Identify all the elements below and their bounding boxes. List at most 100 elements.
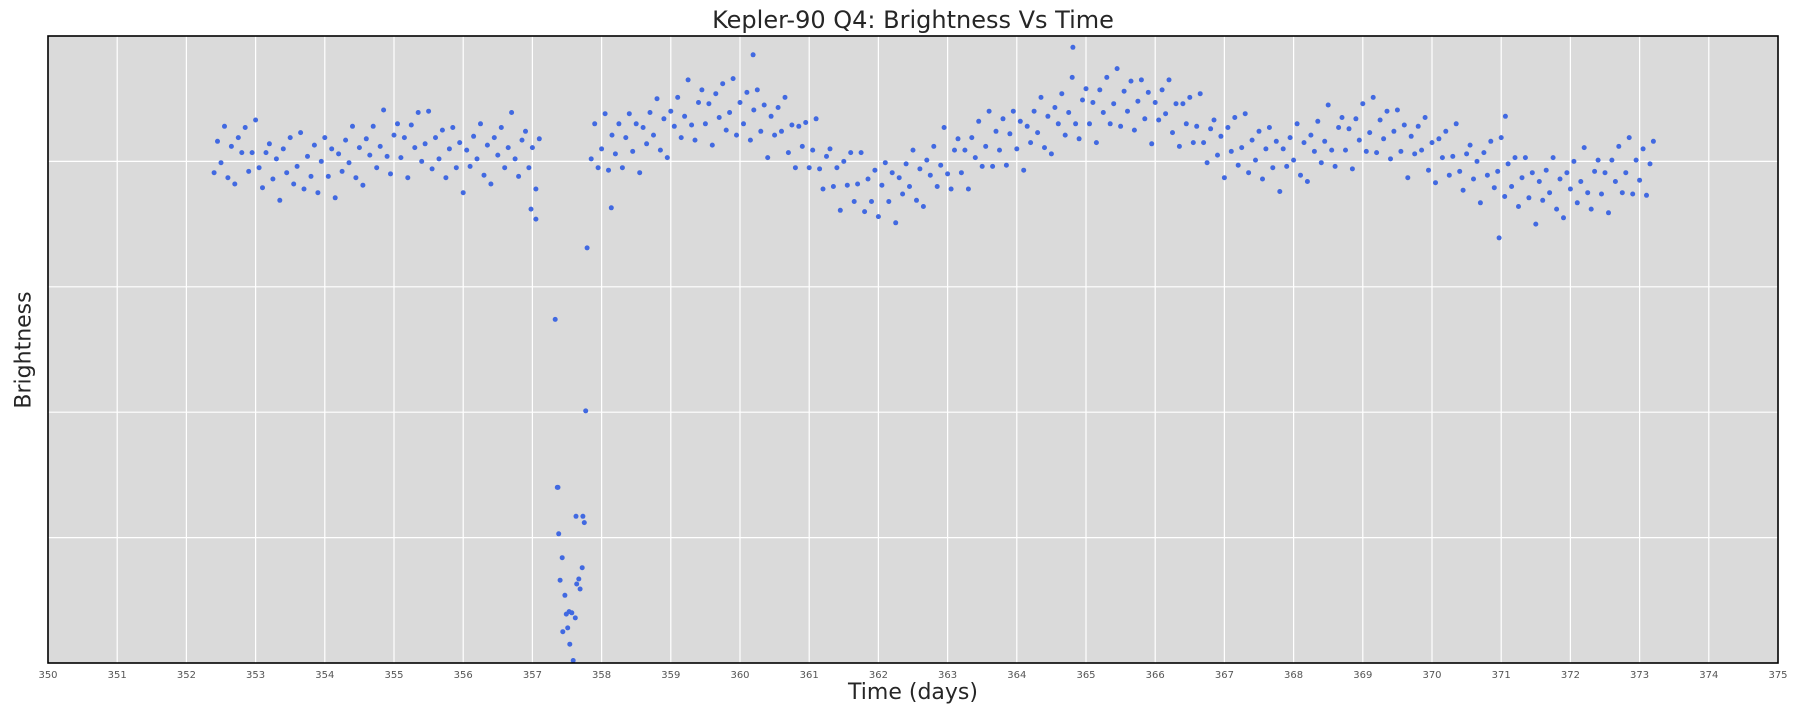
data-point [824, 153, 829, 159]
data-point [799, 143, 805, 149]
data-point [1450, 153, 1456, 159]
data-point [1277, 189, 1283, 194]
data-point [1336, 125, 1342, 130]
data-point [509, 110, 515, 115]
data-point [1059, 91, 1065, 97]
data-point [488, 181, 494, 187]
data-point [1647, 161, 1653, 167]
data-point [865, 176, 871, 182]
x-tick-label: 360 [730, 670, 749, 681]
data-point [1644, 192, 1649, 198]
data-point [557, 577, 563, 583]
data-point [1460, 187, 1466, 193]
data-point [1311, 148, 1317, 154]
data-point [1287, 135, 1293, 141]
data-point [1048, 151, 1054, 157]
data-point [1391, 128, 1397, 134]
data-point [623, 135, 629, 141]
data-point [772, 132, 778, 138]
data-point [1612, 179, 1618, 184]
data-point [318, 158, 324, 164]
data-point [1304, 179, 1310, 184]
data-point [1519, 175, 1525, 181]
data-point [775, 105, 781, 110]
data-point [260, 185, 265, 191]
data-point [474, 156, 480, 162]
data-point [1194, 123, 1200, 129]
data-point [1125, 108, 1130, 114]
data-point [308, 173, 314, 179]
data-point [820, 186, 826, 192]
data-point [332, 195, 338, 201]
data-point [920, 204, 926, 209]
data-point [1024, 123, 1030, 129]
data-point [747, 137, 753, 143]
data-point [395, 121, 400, 127]
data-point [1481, 150, 1487, 156]
data-point [559, 555, 565, 561]
data-point [1097, 87, 1103, 93]
x-tick-label: 368 [1284, 670, 1303, 681]
data-point [336, 151, 342, 157]
data-point [249, 150, 255, 156]
data-point [1405, 175, 1411, 181]
data-point [533, 186, 539, 192]
data-point [1388, 156, 1393, 162]
data-point [1363, 148, 1369, 154]
data-point [685, 77, 691, 83]
data-point [1370, 94, 1376, 100]
data-point [353, 175, 359, 181]
data-point [595, 165, 601, 171]
data-point [1232, 115, 1238, 120]
data-point [727, 110, 733, 115]
data-point [1422, 115, 1428, 120]
data-point [1062, 132, 1068, 138]
data-point [1208, 126, 1214, 132]
data-point [706, 101, 712, 107]
data-point [1446, 172, 1452, 178]
data-point [1315, 118, 1321, 124]
data-point [1218, 133, 1224, 139]
data-point [879, 182, 885, 188]
data-point [955, 136, 961, 142]
data-point [1318, 160, 1324, 166]
data-point [419, 158, 425, 164]
data-point [350, 123, 355, 129]
data-point [555, 484, 561, 490]
data-point [1073, 121, 1079, 127]
data-point [588, 156, 594, 162]
data-point [608, 205, 614, 211]
data-point [1187, 94, 1193, 100]
data-point [779, 128, 784, 134]
data-point [768, 113, 774, 119]
data-point [478, 121, 483, 127]
data-point [1163, 111, 1169, 117]
data-point [1471, 176, 1476, 182]
data-point [983, 143, 989, 149]
x-tick-label: 371 [1492, 670, 1511, 681]
data-point [1626, 135, 1632, 141]
data-point [806, 165, 812, 171]
data-point [370, 123, 376, 129]
data-point [1145, 89, 1151, 95]
data-point [1595, 157, 1601, 163]
data-point [1010, 108, 1016, 114]
data-point [997, 147, 1002, 153]
x-tick-label: 366 [1146, 670, 1165, 681]
data-point [1080, 97, 1085, 103]
data-point [263, 150, 269, 156]
x-tick-label: 358 [592, 670, 611, 681]
data-point [246, 168, 252, 174]
data-point [1474, 158, 1480, 164]
data-point [408, 122, 414, 128]
data-point [741, 121, 746, 127]
data-point [273, 156, 279, 162]
data-point [481, 172, 487, 178]
data-point [837, 207, 843, 213]
data-point [1346, 126, 1352, 132]
data-point [830, 184, 836, 189]
data-point [453, 165, 459, 171]
data-point [750, 52, 756, 58]
data-point [384, 153, 390, 159]
data-point [1436, 136, 1442, 142]
